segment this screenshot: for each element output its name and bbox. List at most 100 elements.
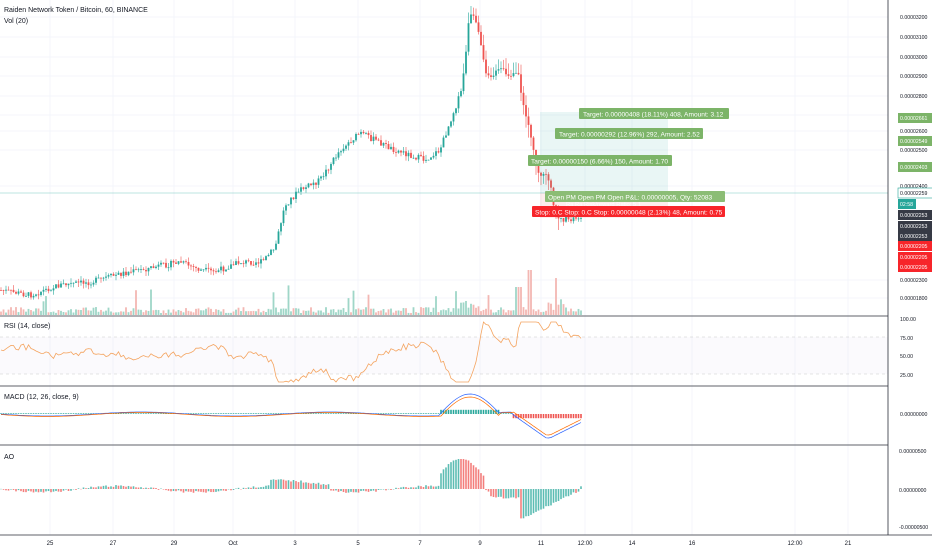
candle-body bbox=[122, 271, 125, 276]
ao-bar bbox=[202, 489, 205, 493]
volume-bar bbox=[545, 310, 547, 315]
candle-body bbox=[130, 271, 132, 273]
volume-bar bbox=[422, 307, 425, 315]
macd-bar bbox=[2, 413, 5, 414]
volume-bar bbox=[412, 307, 415, 315]
volume-bar bbox=[275, 307, 277, 315]
volume-bar bbox=[475, 307, 477, 315]
ao-tick: 0.00000500 bbox=[899, 449, 927, 455]
volume-bar bbox=[87, 310, 90, 315]
macd-bar bbox=[302, 413, 305, 414]
macd-bar bbox=[232, 413, 235, 414]
macd-bar bbox=[577, 414, 580, 419]
ao-bar bbox=[32, 489, 35, 493]
volume-bar bbox=[352, 290, 355, 315]
macd-bar bbox=[17, 413, 20, 414]
ao-bar bbox=[67, 489, 70, 491]
macd-bar bbox=[30, 413, 32, 414]
volume-bar bbox=[212, 311, 215, 315]
ao-bar bbox=[320, 484, 322, 489]
price-marker-label: 02:58 bbox=[900, 202, 913, 208]
macd-pane[interactable]: MACD (12, 26, close, 9) bbox=[0, 385, 932, 439]
volume-bar bbox=[207, 307, 210, 315]
ao-bar bbox=[85, 488, 87, 489]
volume-bar bbox=[487, 295, 490, 315]
candle-body bbox=[150, 266, 152, 268]
macd-bar bbox=[197, 413, 200, 414]
candle-body bbox=[547, 174, 550, 181]
macd-bar bbox=[315, 413, 317, 414]
volume-bar bbox=[462, 302, 465, 315]
volume-bar bbox=[250, 311, 252, 315]
ao-bar bbox=[345, 489, 347, 493]
ao-bar bbox=[247, 487, 250, 489]
ao-bar bbox=[12, 489, 15, 490]
volume-bar bbox=[572, 311, 575, 315]
rsi-pane[interactable]: RSI (14, close) bbox=[0, 315, 932, 383]
volume-bar bbox=[272, 292, 275, 315]
volume-bar bbox=[102, 311, 105, 315]
symbol-title: Raiden Network Token / Bitcoin, 60, BINA… bbox=[4, 7, 148, 14]
volume-bar bbox=[140, 309, 142, 315]
volume-bar bbox=[500, 307, 502, 315]
macd-line bbox=[0, 393, 582, 439]
ao-bar bbox=[105, 485, 107, 489]
ao-bar bbox=[415, 487, 417, 489]
stop-box bbox=[532, 206, 725, 217]
macd-bar bbox=[220, 413, 222, 414]
macd-bar bbox=[155, 413, 157, 414]
price-scale[interactable]: 0.00003200 0.00003100 0.00003000 0.00002900… bbox=[887, 0, 932, 535]
long-position-tool[interactable]: Target: 0.00000408 (18.11%) 408, Amount:… bbox=[528, 108, 729, 218]
candle-body bbox=[565, 216, 567, 222]
volume-bar bbox=[287, 285, 290, 315]
volume-bar bbox=[357, 308, 360, 315]
macd-bar bbox=[307, 413, 310, 414]
ao-bar bbox=[520, 489, 522, 519]
macd-bar bbox=[430, 413, 432, 414]
ao-bar bbox=[125, 486, 127, 489]
price-pane[interactable]: Raiden Network Token / Bitcoin, 60, BINA… bbox=[0, 5, 888, 315]
ao-pane[interactable]: AO bbox=[0, 444, 932, 519]
macd-bar bbox=[142, 413, 145, 414]
ao-bar bbox=[517, 489, 520, 498]
candle-body bbox=[0, 290, 2, 291]
ao-bar bbox=[500, 489, 502, 497]
candle-body bbox=[362, 131, 365, 134]
ao-bar bbox=[490, 489, 492, 497]
ao-bar bbox=[390, 489, 392, 491]
candle-body bbox=[132, 269, 135, 273]
volume-bar bbox=[407, 312, 410, 315]
candle-body bbox=[457, 96, 460, 109]
candle-body bbox=[475, 15, 477, 23]
macd-bar bbox=[217, 413, 220, 414]
ao-bar bbox=[537, 489, 540, 511]
macd-bar bbox=[195, 413, 197, 414]
macd-bar bbox=[22, 413, 25, 414]
macd-bar bbox=[87, 413, 90, 414]
candle-body bbox=[470, 14, 472, 24]
ao-bar bbox=[102, 485, 105, 489]
macd-bar bbox=[345, 413, 347, 414]
volume-bar bbox=[297, 308, 300, 315]
volume-bar bbox=[267, 308, 270, 315]
ao-bar bbox=[362, 489, 365, 491]
volume-bar bbox=[472, 304, 475, 315]
ao-bar bbox=[27, 489, 30, 491]
candle-body bbox=[325, 169, 327, 177]
macd-bar bbox=[487, 409, 490, 414]
volume-bar bbox=[190, 311, 192, 315]
candle-body bbox=[145, 269, 147, 272]
ao-bar bbox=[120, 485, 122, 489]
candle-body bbox=[330, 163, 332, 170]
ao-bar bbox=[427, 486, 430, 489]
macd-bar bbox=[335, 413, 337, 414]
time-scale[interactable]: 25 27 29 Oct 3 5 7 9 11 12:00 14 16 12:00 21 bbox=[0, 534, 932, 547]
candle-body bbox=[192, 266, 195, 267]
price-marker-label: 0.00002205 bbox=[900, 244, 928, 250]
ao-bar bbox=[17, 489, 20, 491]
ao-bar bbox=[60, 489, 62, 492]
volume-bar bbox=[435, 296, 437, 315]
volume-bar bbox=[470, 303, 472, 315]
macd-bar bbox=[527, 414, 530, 419]
